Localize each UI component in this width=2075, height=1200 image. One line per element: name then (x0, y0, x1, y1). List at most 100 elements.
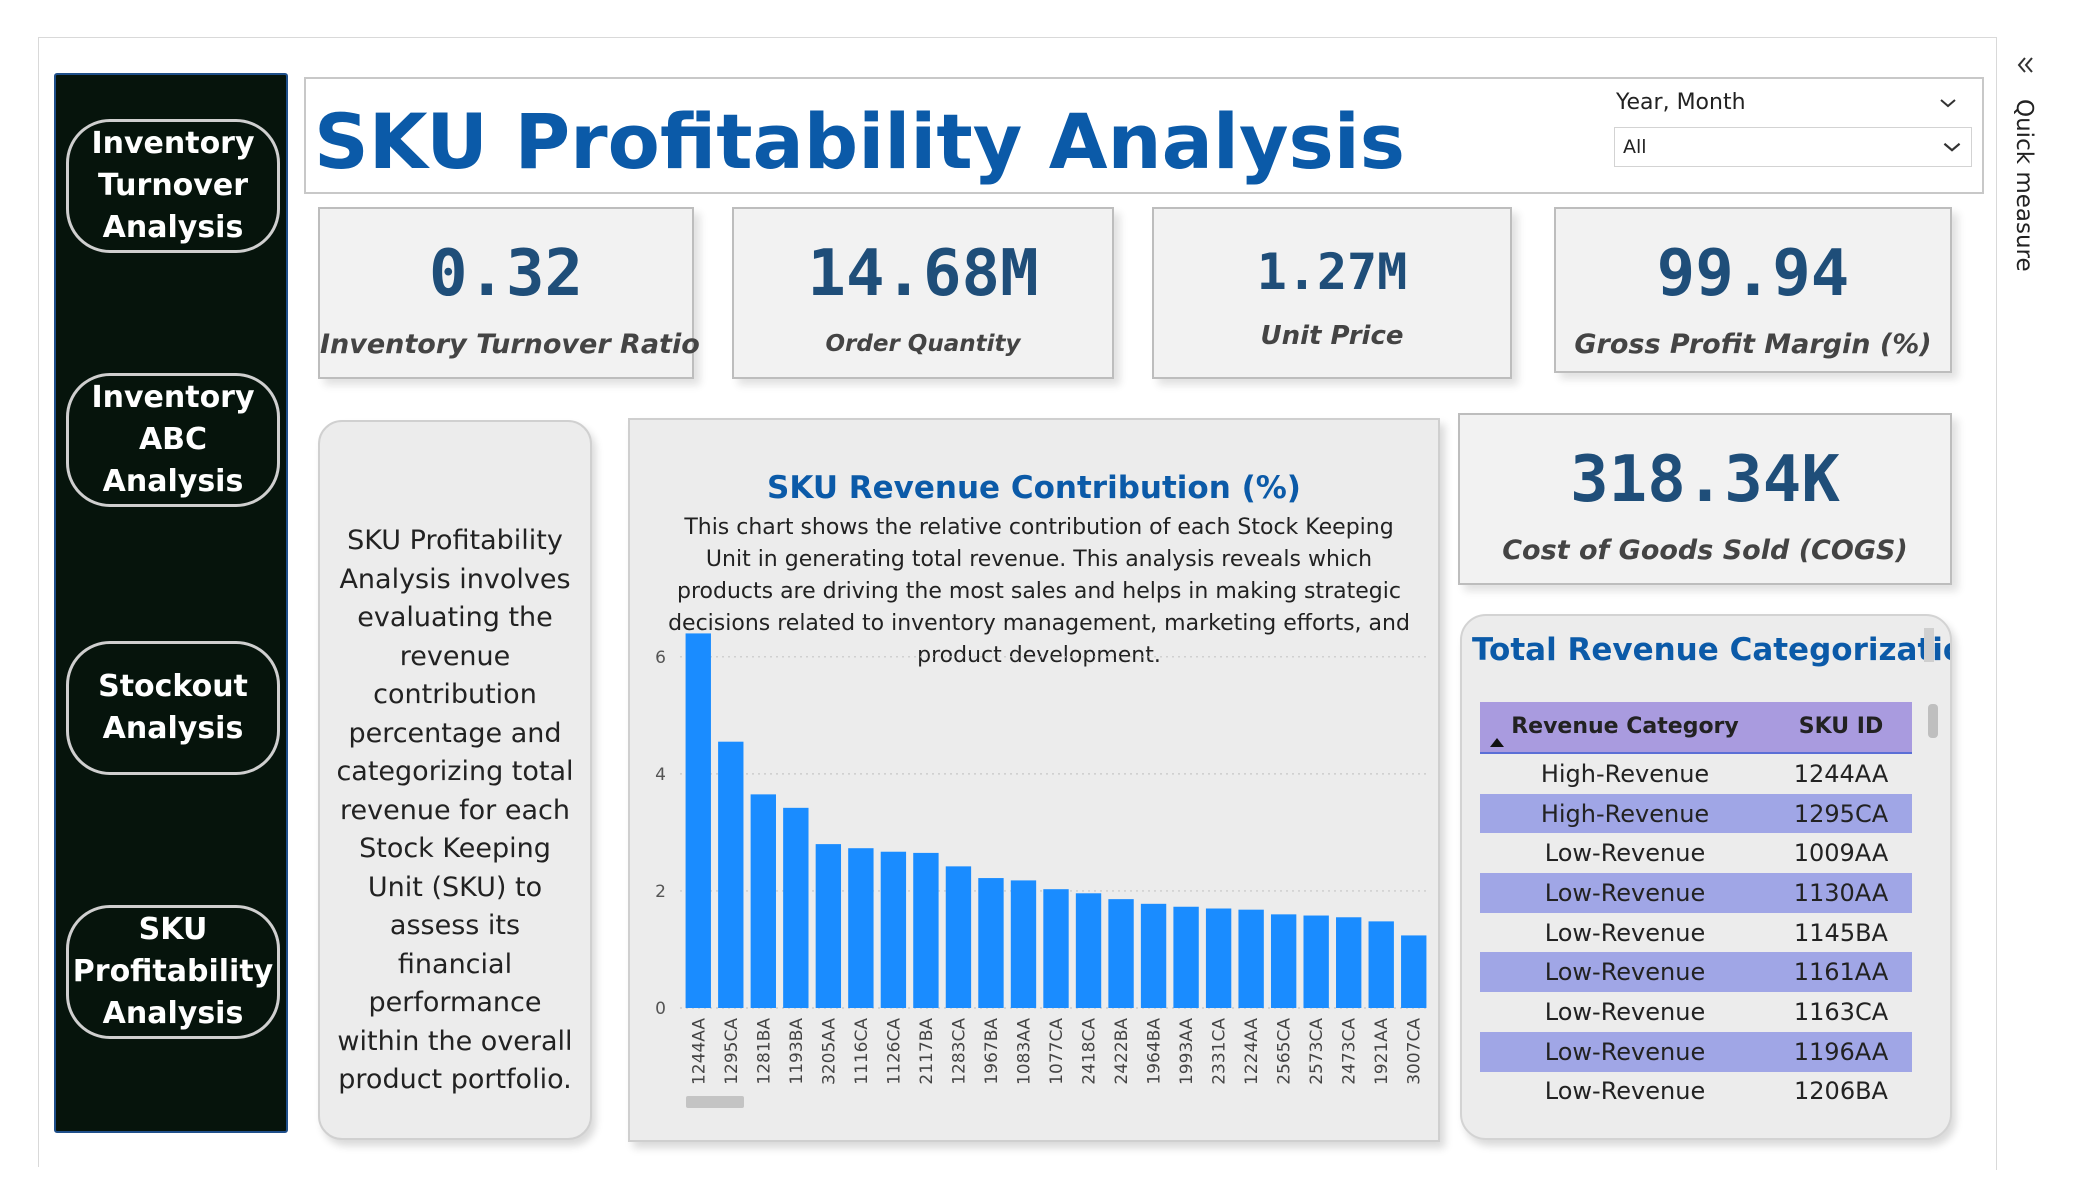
chart-subtitle: This chart shows the relative contributi… (668, 515, 1410, 668)
bar-1921AA[interactable] (1368, 921, 1394, 1008)
x-tick-label: 1295CA (722, 1018, 742, 1085)
revenue-table: Revenue Category SKU ID High-Revenue 1244… (1480, 702, 1912, 1111)
kpi-gross-profit-margin-card: 99.94 Gross Profit Margin (%) (1554, 207, 1952, 373)
kpi-label: Unit Price (1260, 321, 1404, 351)
x-tick-label: 1281BA (754, 1018, 774, 1085)
y-tick-label: 2 (655, 882, 666, 902)
header-bar: SKU Profitability Analysis Year, Month A… (304, 77, 1984, 194)
bar-1224AA[interactable] (1238, 909, 1264, 1008)
cell-sku-id: 1163CA (1793, 997, 1889, 1026)
year-month-dropdown[interactable]: All (1614, 127, 1972, 167)
cell-sku-id: 1206BA (1794, 1077, 1888, 1106)
bar-2331CA[interactable] (1205, 908, 1232, 1009)
x-tick-label: 2565CA (1275, 1018, 1295, 1085)
y-tick-label: 6 (655, 648, 666, 668)
chart-plot-area: 0 2 4 6 1244AA 1295CA 1281BA 1193BA 3205AA 1116CA… (655, 633, 1430, 1085)
kpi-label: Order Quantity (825, 331, 1021, 357)
chart-title: SKU Revenue Contribution (%) (767, 470, 1301, 506)
nav-inventory-abc-button[interactable]: Inventory ABC Analysis (66, 373, 280, 507)
revenue-categorization-card: Total Revenue Categorization Revenue Cat… (1460, 614, 1952, 1140)
bar-1244AA[interactable] (685, 633, 711, 1008)
chevron-down-icon[interactable] (1936, 91, 1960, 115)
quick-measure-panel[interactable]: Quick measure (1996, 37, 2052, 1170)
table-row[interactable]: High-Revenue 1244AA (1480, 754, 1912, 794)
table-row[interactable]: Low-Revenue 1161AA (1480, 952, 1912, 993)
kpi-inventory-turnover-card: 0.32 Inventory Turnover Ratio (318, 207, 700, 379)
bar-2422BA[interactable] (1108, 899, 1134, 1008)
navigation-panel: Inventory Turnover Analysis Inventory AB… (54, 73, 288, 1133)
table-row[interactable]: Low-Revenue 1206BA (1480, 1072, 1912, 1112)
table-header: Revenue Category SKU ID (1480, 702, 1912, 754)
kpi-value: 99.94 (1656, 237, 1850, 311)
x-tick-label: 2573CA (1307, 1018, 1327, 1085)
table-row[interactable]: High-Revenue 1295CA (1480, 793, 1912, 834)
bar-2117BA[interactable] (913, 852, 939, 1008)
kpi-value: 0.32 (428, 237, 584, 311)
bar-1283CA[interactable] (945, 866, 972, 1008)
bar-1116CA[interactable] (848, 848, 874, 1008)
nav-stockout-button[interactable]: Stockout Analysis (66, 641, 280, 775)
bar-2565CA[interactable] (1270, 914, 1297, 1008)
x-tick-label: 1116CA (852, 1018, 872, 1085)
bar-1077CA[interactable] (1043, 889, 1069, 1008)
cell-sku-id: 1295CA (1793, 799, 1889, 828)
kpi-value: 318.34K (1570, 443, 1840, 517)
kpi-order-quantity-card: 14.68M Order Quantity (732, 207, 1114, 379)
cell-revenue-category: Low-Revenue (1544, 958, 1706, 987)
bar-1193BA[interactable] (783, 807, 809, 1008)
double-chevron-left-icon[interactable] (2013, 53, 2037, 77)
table-row[interactable]: Low-Revenue 1130AA (1480, 873, 1912, 913)
table-title: Total Revenue Categorization (1472, 632, 1952, 668)
bar-1993AA[interactable] (1173, 906, 1199, 1008)
bar-1295CA[interactable] (718, 741, 744, 1008)
table-row[interactable]: Low-Revenue 1163CA (1480, 992, 1912, 1032)
column-header-sku-id[interactable]: SKU ID (1798, 714, 1884, 739)
table-vertical-scrollbar[interactable] (1928, 704, 1938, 738)
x-tick-label: 2117BA (917, 1018, 937, 1085)
y-tick-label: 4 (655, 765, 666, 785)
column-header-revenue-category[interactable]: Revenue Category (1511, 714, 1739, 739)
x-tick-label: 1964BA (1145, 1018, 1165, 1085)
title-scrollbar[interactable] (1924, 628, 1934, 662)
cell-revenue-category: Low-Revenue (1544, 878, 1706, 907)
bar-1967BA[interactable] (978, 878, 1004, 1008)
table-body: High-Revenue 1244AA High-Revenue 1295CA Low-… (1480, 754, 1912, 1111)
bar-2418CA[interactable] (1075, 893, 1102, 1008)
kpi-label: Gross Profit Margin (%) (1574, 329, 1932, 360)
x-tick-label: 2422BA (1112, 1018, 1132, 1085)
bar-3007CA[interactable] (1401, 935, 1427, 1008)
chart-horizontal-scrollbar[interactable] (686, 1096, 744, 1108)
page-title: SKU Profitability Analysis (314, 97, 1406, 186)
kpi-label: Inventory Turnover Ratio (320, 329, 700, 360)
slicer-label: Year, Month (1616, 90, 1746, 115)
table-row[interactable]: Low-Revenue 1196AA (1480, 1031, 1912, 1072)
bar-1281BA[interactable] (750, 794, 776, 1008)
x-tick-label: 1967BA (982, 1018, 1002, 1085)
x-tick-label: 1283CA (949, 1018, 969, 1085)
x-tick-label: 1077CA (1047, 1018, 1067, 1085)
nav-sku-profitability-button[interactable]: SKU Profitability Analysis (66, 905, 280, 1039)
table-row[interactable]: Low-Revenue 1009AA (1480, 833, 1912, 873)
cell-sku-id: 1196AA (1793, 1037, 1889, 1066)
kpi-value: 14.68M (807, 237, 1039, 311)
slicer-selected-value: All (1623, 136, 1647, 158)
y-tick-label: 0 (655, 999, 666, 1019)
bar-2573CA[interactable] (1303, 915, 1329, 1008)
x-tick-label: 3205AA (819, 1018, 839, 1085)
bar-1126CA[interactable] (880, 851, 907, 1008)
sort-ascending-icon[interactable] (1490, 738, 1504, 747)
sku-revenue-chart[interactable]: SKU Revenue Contribution (%) This chart … (628, 418, 1440, 1142)
cell-revenue-category: High-Revenue (1540, 759, 1710, 788)
table-row[interactable]: Low-Revenue 1145BA (1480, 913, 1912, 953)
x-tick-label: 1126CA (884, 1018, 904, 1085)
bar-3205AA[interactable] (815, 844, 842, 1008)
x-tick-label: 1193BA (787, 1018, 807, 1085)
bar-1964BA[interactable] (1140, 903, 1167, 1008)
bar-2473CA[interactable] (1336, 917, 1362, 1008)
description-text: SKU Profitability Analysis involves eval… (336, 525, 574, 1095)
nav-inventory-turnover-button[interactable]: Inventory Turnover Analysis (66, 119, 280, 253)
bar-1083AA[interactable] (1010, 880, 1037, 1008)
description-card: SKU Profitability Analysis involves eval… (318, 420, 592, 1140)
x-tick-label: 1993AA (1177, 1018, 1197, 1085)
cell-sku-id: 1009AA (1793, 839, 1889, 868)
